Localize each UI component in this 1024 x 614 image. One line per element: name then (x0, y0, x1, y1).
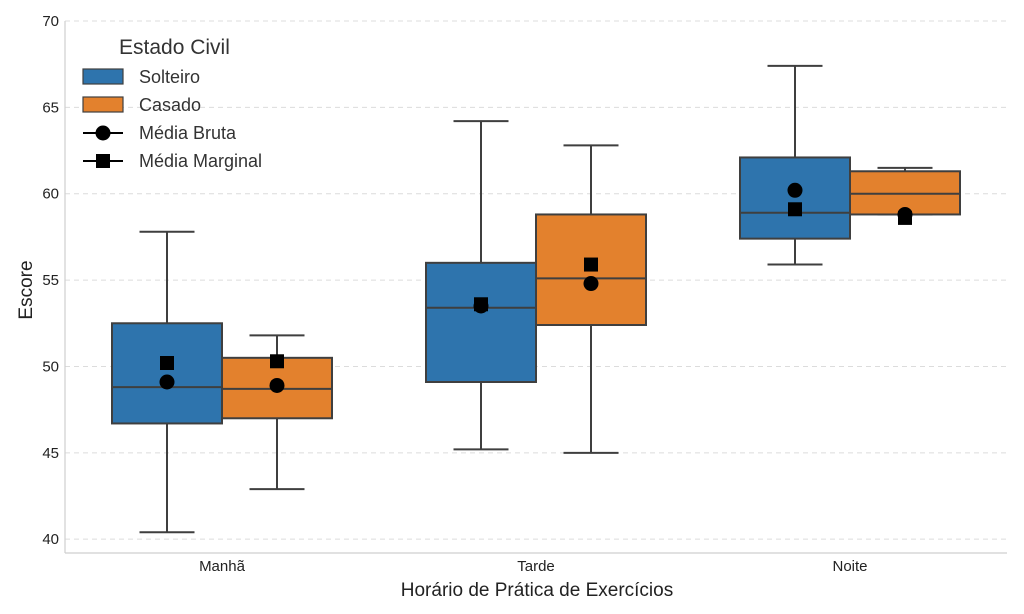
box-solteiro-2 (739, 64, 851, 266)
y-axis-label: Escore (16, 260, 37, 319)
legend-entry: Solteiro (82, 67, 200, 87)
box-iqr (425, 261, 537, 383)
legend-entry: Média Marginal (83, 151, 262, 171)
box-casado-1 (535, 144, 647, 454)
marginal-mean-marker (270, 354, 284, 369)
legend-circle-marker (95, 125, 111, 141)
y-tick-label: 45 (42, 445, 59, 462)
x-tick-label: Noite (832, 558, 867, 575)
x-tick-label: Manhã (199, 558, 246, 575)
raw-mean-marker (473, 298, 489, 314)
x-tick-label: Tarde (517, 558, 555, 575)
tick-labels: 40 45 50 55 60 65 70 Manhã Tarde Noite (42, 13, 867, 575)
raw-mean-marker (159, 374, 175, 390)
y-tick-label: 70 (42, 13, 59, 30)
box-solteiro-0 (111, 230, 223, 534)
raw-mean-marker (583, 276, 599, 292)
raw-mean-marker (787, 182, 803, 198)
y-tick-label: 50 (42, 358, 59, 375)
x-axis-label: Horário de Prática de Exercícios (401, 580, 673, 601)
marginal-mean-marker (584, 257, 598, 272)
y-tick-label: 40 (42, 531, 59, 548)
box-solteiro-1 (425, 120, 537, 451)
axes (64, 21, 1007, 554)
legend-label: Solteiro (139, 67, 200, 87)
legend-entry: Média Bruta (83, 123, 237, 143)
legend-square-marker (96, 154, 110, 168)
marginal-mean-marker (788, 202, 802, 217)
legend-swatch (82, 96, 124, 113)
y-tick-label: 65 (42, 99, 59, 116)
legend-swatch (82, 68, 124, 85)
legend-entry: Casado (82, 95, 201, 115)
legend: Estado Civil Solteiro Casado Média Bruta Méd… (82, 36, 262, 171)
legend-title: Estado Civil (119, 36, 230, 59)
box-iqr (111, 322, 223, 425)
y-tick-label: 55 (42, 272, 59, 289)
legend-label: Casado (139, 95, 201, 115)
legend-label: Média Marginal (139, 151, 262, 171)
raw-mean-marker (269, 377, 285, 393)
mean-markers (159, 182, 913, 393)
legend-label: Média Bruta (139, 123, 237, 143)
marginal-mean-marker (160, 356, 174, 370)
box-iqr (739, 156, 851, 240)
raw-mean-marker (897, 206, 913, 222)
y-tick-label: 60 (42, 186, 59, 203)
box-plots (111, 64, 961, 534)
